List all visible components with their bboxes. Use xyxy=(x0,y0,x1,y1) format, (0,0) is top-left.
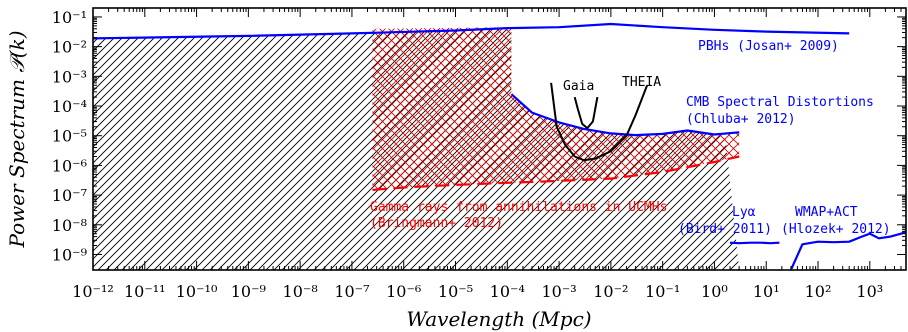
annotation-wmap-ref: (Hlozek+ 2012) xyxy=(781,222,891,237)
x-tick-label: 10⁻³ xyxy=(541,282,576,301)
annotation-cmb: CMB Spectral Distortions xyxy=(686,95,874,110)
y-tick-label: 10⁻¹ xyxy=(52,8,87,27)
x-tick-label: 10⁻⁶ xyxy=(386,282,421,301)
annotations: PBHs (Josan+ 2009) CMB Spectral Distorti… xyxy=(370,39,891,237)
annotation-gamma-ref: (Bringmann+ 2012) xyxy=(370,216,503,231)
unconstrained-region xyxy=(507,24,850,136)
x-tick-label: 10⁻⁴ xyxy=(490,282,525,301)
annotation-gaia: Gaia xyxy=(563,79,594,94)
series-line-theia xyxy=(550,82,649,162)
x-tick-label: 10⁰ xyxy=(701,282,728,301)
x-tick-label: 10⁻¹⁰ xyxy=(176,282,218,301)
annotation-gamma: Gamma rays from annihilations in UCMHs xyxy=(370,200,667,215)
annotation-cmb-ref: (Chluba+ 2012) xyxy=(686,112,796,127)
x-tick-label: 10⁻² xyxy=(593,282,628,301)
annotation-lya-ref: (Bird+ 2011) xyxy=(678,222,772,237)
y-tick-label: 10⁻² xyxy=(52,38,87,57)
series-line-cmb-spectral-distortions-chluba-2012 xyxy=(510,93,740,137)
x-tick-label: 10⁻⁵ xyxy=(438,282,473,301)
series-layer xyxy=(93,22,906,270)
x-tick-label: 10⁻¹² xyxy=(72,282,114,301)
x-tick-label: 10⁻¹¹ xyxy=(124,282,166,301)
axis-ticks: 10⁻¹² 10⁻¹¹ 10⁻¹⁰ 10⁻⁹ 10⁻⁸ 10⁻⁷ 10⁻⁶ 10⁻⁵ 10⁻⁴ 1… xyxy=(52,8,906,301)
annotation-lya: Lyα xyxy=(732,205,756,220)
x-tick-label: 10¹ xyxy=(753,282,780,301)
x-axis-title: Wavelength (Mpc) xyxy=(406,307,591,331)
y-tick-label: 10⁻⁵ xyxy=(52,127,87,146)
y-tick-label: 10⁻⁸ xyxy=(52,216,87,235)
x-tick-label: 10³ xyxy=(856,282,883,301)
y-axis-title: Power Spectrum 𝒫(k) xyxy=(5,30,29,248)
series-line-ly-bird-2011 xyxy=(729,241,780,245)
gamma-ray-excluded-region xyxy=(372,27,740,190)
series-line-gaia xyxy=(573,96,599,130)
y-tick-label: 10⁻⁴ xyxy=(52,97,87,116)
y-tick-label: 10⁻³ xyxy=(52,67,87,86)
excluded-regions xyxy=(93,24,850,270)
y-tick-label: 10⁻⁶ xyxy=(52,156,87,175)
x-tick-label: 10⁻⁷ xyxy=(334,282,369,301)
x-tick-label: 10⁻⁸ xyxy=(283,282,318,301)
series-line-gamma-rays-from-annihilations-in-ucmhs-bringmann-2012 xyxy=(372,155,740,191)
series-line-pbhs-josan-2009 xyxy=(93,22,850,40)
y-tick-label: 10⁻⁹ xyxy=(52,245,88,264)
x-tick-label: 10⁻⁹ xyxy=(231,282,267,301)
series-line-wmap-act-hlozek-2012 xyxy=(789,230,906,270)
annotation-pbhs: PBHs (Josan+ 2009) xyxy=(698,39,839,54)
annotation-theia: THEIA xyxy=(622,75,661,90)
x-tick-label: 10² xyxy=(805,282,832,301)
annotation-wmap: WMAP+ACT xyxy=(795,205,858,220)
x-tick-label: 10⁻¹ xyxy=(645,282,680,301)
y-tick-label: 10⁻⁷ xyxy=(52,186,87,205)
